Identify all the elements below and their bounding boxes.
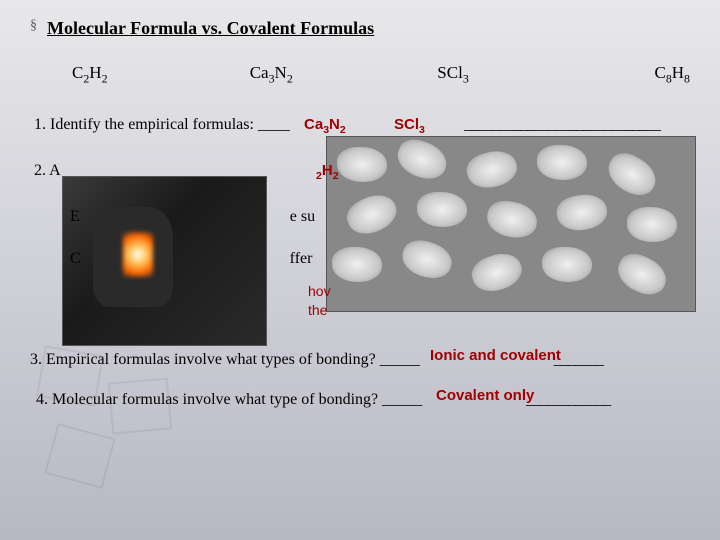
q4-answer: Covalent only bbox=[436, 387, 534, 404]
q2-prompt: 2. A bbox=[34, 162, 61, 179]
formulas-row: C2H2 Ca3N2 SCl3 C8H8 bbox=[72, 63, 690, 86]
q3-underline: _______ bbox=[554, 351, 603, 368]
red-line-1: hov bbox=[308, 283, 331, 299]
q4-underline: ____________ bbox=[526, 391, 610, 408]
formula-c8h8: C8H8 bbox=[654, 63, 690, 86]
q3-prompt: 3. Empirical formulas involve what types… bbox=[30, 351, 420, 368]
section-title: Molecular Formula vs. Covalent Formulas bbox=[47, 18, 374, 39]
q3-answer: Ionic and covalent bbox=[430, 347, 561, 364]
line-e: E e su bbox=[70, 208, 690, 226]
q1-answer-b: SCl3 bbox=[394, 116, 425, 136]
q4-prompt: 4. Molecular formulas involve what type … bbox=[36, 391, 422, 408]
formula-c2h2: C2H2 bbox=[72, 63, 250, 86]
question-4: 4. Molecular formulas involve what type … bbox=[36, 391, 690, 409]
red-line-2: the bbox=[308, 302, 327, 318]
q1-underline: ____________________________ bbox=[464, 116, 660, 133]
formula-scl3: SCl3 bbox=[437, 63, 654, 86]
line-c-prefix: C bbox=[70, 250, 81, 267]
red-paragraph: hov the bbox=[308, 282, 690, 318]
question-1: 1. Identify the empirical formulas: ____… bbox=[34, 116, 690, 134]
question-2: 2. A 2H2 bbox=[34, 162, 690, 180]
line-c: C ffer bbox=[70, 250, 690, 268]
q1-answer-a: Ca3N2 bbox=[304, 116, 346, 136]
section-bullet: § bbox=[30, 18, 37, 34]
line-e-mid: e su bbox=[290, 208, 315, 225]
line-e-prefix: E bbox=[70, 208, 80, 225]
line-c-mid: ffer bbox=[290, 250, 313, 267]
q1-prompt: 1. Identify the empirical formulas: ____ bbox=[34, 116, 290, 133]
formula-ca3n2: Ca3N2 bbox=[250, 63, 438, 86]
question-3: 3. Empirical formulas involve what types… bbox=[30, 351, 690, 369]
q2-answer: 2H2 bbox=[316, 162, 339, 182]
